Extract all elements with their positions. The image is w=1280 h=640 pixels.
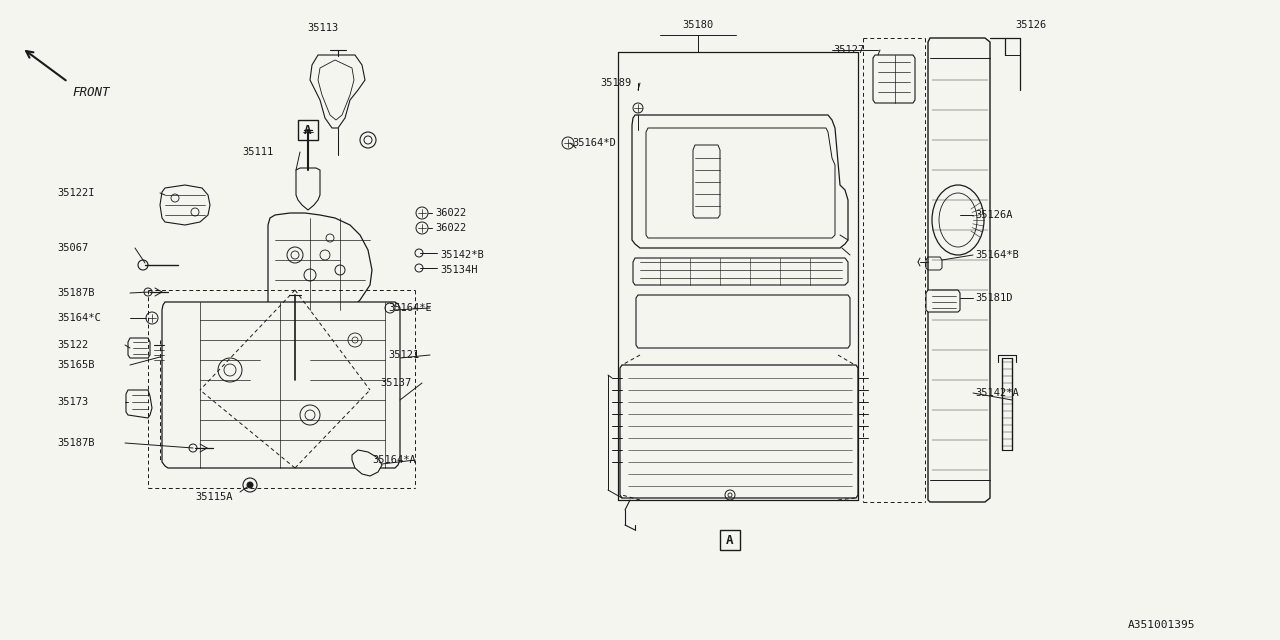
Bar: [298, 120, 317, 140]
Text: 35126: 35126: [1015, 20, 1046, 30]
Text: 35126A: 35126A: [975, 210, 1012, 220]
Polygon shape: [310, 55, 365, 128]
Text: 35180: 35180: [682, 20, 714, 30]
Text: 35164*D: 35164*D: [572, 138, 616, 148]
Text: 35113: 35113: [307, 23, 339, 33]
Polygon shape: [620, 365, 858, 498]
Text: 35187B: 35187B: [58, 288, 95, 298]
Text: 35115A: 35115A: [196, 492, 233, 502]
Text: A: A: [305, 124, 312, 136]
Text: 35165B: 35165B: [58, 360, 95, 370]
Text: 35164*A: 35164*A: [372, 455, 416, 465]
Circle shape: [247, 482, 253, 488]
Text: FRONT: FRONT: [72, 86, 110, 99]
Text: 35189: 35189: [600, 78, 631, 88]
Polygon shape: [636, 295, 850, 348]
Text: 35142*B: 35142*B: [440, 250, 484, 260]
Text: 35173: 35173: [58, 397, 88, 407]
Polygon shape: [634, 258, 849, 285]
Text: A351001395: A351001395: [1128, 620, 1196, 630]
Polygon shape: [125, 390, 152, 418]
Text: 35164*E: 35164*E: [388, 303, 431, 313]
Polygon shape: [928, 38, 989, 502]
Polygon shape: [925, 290, 960, 312]
Polygon shape: [163, 302, 401, 468]
Ellipse shape: [932, 185, 984, 255]
Text: 35164*C: 35164*C: [58, 313, 101, 323]
Text: 35187B: 35187B: [58, 438, 95, 448]
Text: 35122I: 35122I: [58, 188, 95, 198]
Text: 36022: 36022: [435, 223, 466, 233]
Text: 35164*B: 35164*B: [975, 250, 1019, 260]
Polygon shape: [296, 168, 320, 210]
Text: 35142*A: 35142*A: [975, 388, 1019, 398]
Bar: [721, 530, 740, 550]
Text: 35121: 35121: [388, 350, 420, 360]
Polygon shape: [646, 128, 835, 238]
Polygon shape: [632, 115, 849, 248]
Polygon shape: [352, 450, 381, 476]
Text: 35134H: 35134H: [440, 265, 477, 275]
Text: 35067: 35067: [58, 243, 88, 253]
Text: 35127: 35127: [833, 45, 864, 55]
Text: 35111: 35111: [242, 147, 273, 157]
Polygon shape: [268, 213, 372, 315]
Text: 36022: 36022: [435, 208, 466, 218]
Text: 35122: 35122: [58, 340, 88, 350]
Text: A: A: [726, 534, 733, 547]
Polygon shape: [128, 338, 150, 358]
Text: 35181D: 35181D: [975, 293, 1012, 303]
Polygon shape: [160, 185, 210, 225]
Polygon shape: [873, 55, 915, 103]
Text: 35137: 35137: [380, 378, 411, 388]
